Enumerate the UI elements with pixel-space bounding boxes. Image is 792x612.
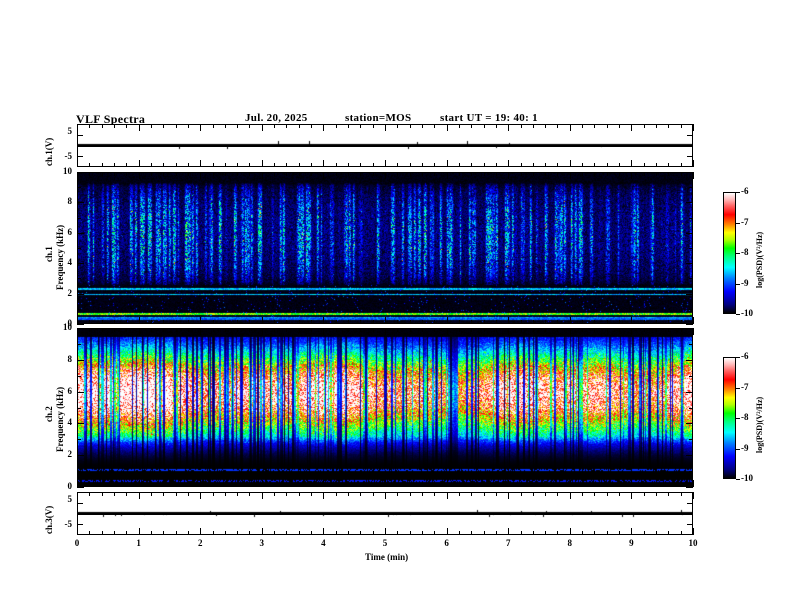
- ch1-spectrogram-ytick-left: [77, 324, 84, 325]
- colorbar-tick-1-4: [736, 479, 740, 480]
- ch1-spectrogram-axis-label-line2: Frequency (kHz): [55, 224, 65, 290]
- x-tick-label-5: 5: [382, 538, 388, 548]
- x-tick-label-8: 8: [567, 538, 573, 548]
- x-tick-label-10: 10: [688, 538, 698, 548]
- x-tick-label-4: 4: [321, 538, 326, 548]
- colorbar-tick-1-2: [736, 418, 740, 419]
- ch3-voltage-trace: [78, 493, 692, 534]
- ch1-voltage-xtick-bottom: [693, 160, 694, 167]
- x-tick-label-2: 2: [197, 538, 203, 548]
- colorbar-0-tick-label-3: -9: [741, 278, 749, 288]
- ch2-spectrogram-ytick-label-5: 10: [63, 322, 72, 332]
- ch1-spectrogram-ytick-right: [686, 324, 693, 325]
- colorbar-1-tick-label-0: -6: [741, 351, 749, 361]
- ch2-spectrogram-xtick-bottom: [693, 480, 694, 487]
- ch1-voltage-trace: [78, 125, 692, 166]
- ch1-spectrogram-ytick-label-5: 10: [63, 166, 72, 176]
- ch1-voltage-xtick-top: [693, 124, 694, 131]
- ch1-spectrogram-axis-label-line1: ch.1: [44, 246, 54, 262]
- colorbar-tick-1-0: [736, 357, 740, 358]
- x-axis-label: Time (min): [365, 552, 409, 562]
- plot-start-ut-label: start UT = 19: 40: 1: [440, 112, 538, 124]
- colorbar-0-tick-label-0: -6: [741, 186, 749, 196]
- colorbar-tick-0-1: [736, 223, 740, 224]
- panel-ch3-voltage: [77, 492, 693, 535]
- ch3-voltage-xtick-bottom: [693, 528, 694, 535]
- ch2-spectrogram-axis-label-line1: ch.2: [44, 406, 54, 422]
- ch1-spectrogram-ytick-label-0: 0: [67, 318, 73, 328]
- ch2-spectrogram-ytick-left: [77, 487, 84, 488]
- panel-ch1-spectrogram: [77, 172, 693, 324]
- colorbar-1-tick-label-1: -7: [741, 382, 749, 392]
- colorbar-ch2-label: log(PSD)(V²/Hz): [755, 396, 764, 453]
- colorbar-0-tick-label-4: -10: [741, 308, 753, 318]
- plot-title: VLF Spectra: [76, 112, 146, 126]
- ch1-spectrogram-xtick-top: [693, 172, 694, 179]
- x-tick-label-3: 3: [259, 538, 265, 548]
- ch3-voltage-axis-label: ch.3(V): [44, 505, 54, 534]
- x-tick-label-6: 6: [444, 538, 449, 548]
- x-tick-label-9: 9: [629, 538, 634, 548]
- colorbar-ch2: [723, 357, 736, 479]
- ch1-voltage-axis-label: ch.1(V): [44, 137, 54, 166]
- ch3-voltage-tick-pos5: 5: [67, 494, 73, 504]
- colorbar-tick-1-3: [736, 449, 740, 450]
- ch3-voltage-xtick-top: [693, 492, 694, 499]
- plot-station-label: station=MOS: [345, 112, 412, 124]
- ch1-voltage-tick-pos5: 5: [67, 126, 73, 136]
- ch3-voltage-tick-neg5: -5: [64, 519, 73, 529]
- colorbar-ch1: [723, 192, 736, 314]
- colorbar-0-tick-label-2: -8: [741, 247, 749, 257]
- colorbar-tick-1-1: [736, 388, 740, 389]
- x-tick-label-0: 0: [74, 538, 80, 548]
- ch1-voltage-tick-neg5: -5: [64, 151, 73, 161]
- ch2-spectrogram-ytick-label-4: 8: [67, 353, 73, 364]
- colorbar-ch1-label: log(PSD)(V²/Hz): [755, 231, 764, 288]
- ch2-spectrogram-ytick-label-0: 0: [67, 481, 73, 491]
- ch2-spectrogram-axis-label-line2: Frequency (kHz): [55, 386, 65, 452]
- ch2-spectrogram-ytick-right: [686, 487, 693, 488]
- colorbar-0-tick-label-1: -7: [741, 217, 749, 227]
- colorbar-tick-0-2: [736, 253, 740, 254]
- ch1-spectrogram-ytick-label-4: 8: [67, 196, 73, 207]
- colorbar-1-tick-label-3: -9: [741, 443, 749, 453]
- colorbar-1-tick-label-2: -8: [741, 412, 749, 422]
- ch2-spectrogram-xtick-top: [693, 328, 694, 335]
- ch1-spectrogram-xtick-bottom: [693, 317, 694, 324]
- panel-ch1-voltage: [77, 124, 693, 167]
- x-tick-label-7: 7: [505, 538, 511, 548]
- x-tick-label-1: 1: [136, 538, 141, 548]
- colorbar-1-tick-label-4: -10: [741, 473, 753, 483]
- colorbar-tick-0-3: [736, 284, 740, 285]
- colorbar-tick-0-4: [736, 314, 740, 315]
- colorbar-tick-0-0: [736, 192, 740, 193]
- plot-date: Jul. 20, 2025: [245, 112, 308, 124]
- panel-ch2-spectrogram: [77, 328, 693, 487]
